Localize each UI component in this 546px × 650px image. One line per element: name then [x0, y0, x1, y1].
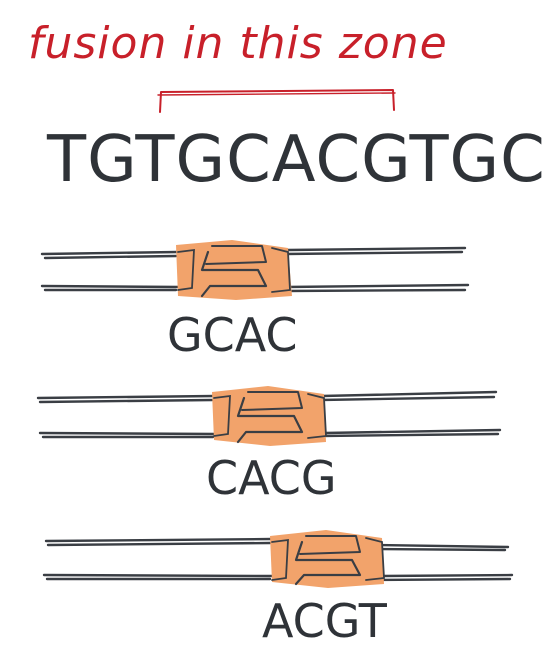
fusion-site-2	[36, 386, 502, 446]
knot-1	[176, 240, 292, 300]
fusion-zone-annotation: fusion in this zone	[28, 18, 448, 69]
dna-strand-pair-3	[42, 537, 514, 582]
knot-2	[212, 386, 327, 446]
fusion-site-1	[40, 240, 470, 300]
site-label-gcac: GCAC	[167, 308, 298, 362]
site-label-acgt: ACGT	[262, 594, 387, 648]
site-label-cacg: CACG	[206, 451, 337, 505]
knot-3	[270, 530, 385, 588]
dna-strand-pair-1	[40, 246, 470, 293]
fusion-zone-bracket	[157, 89, 396, 113]
dna-sequence: TGTGCACGTGC	[47, 123, 546, 197]
fusion-site-3	[42, 530, 514, 588]
dna-strand-pair-2	[36, 390, 502, 439]
